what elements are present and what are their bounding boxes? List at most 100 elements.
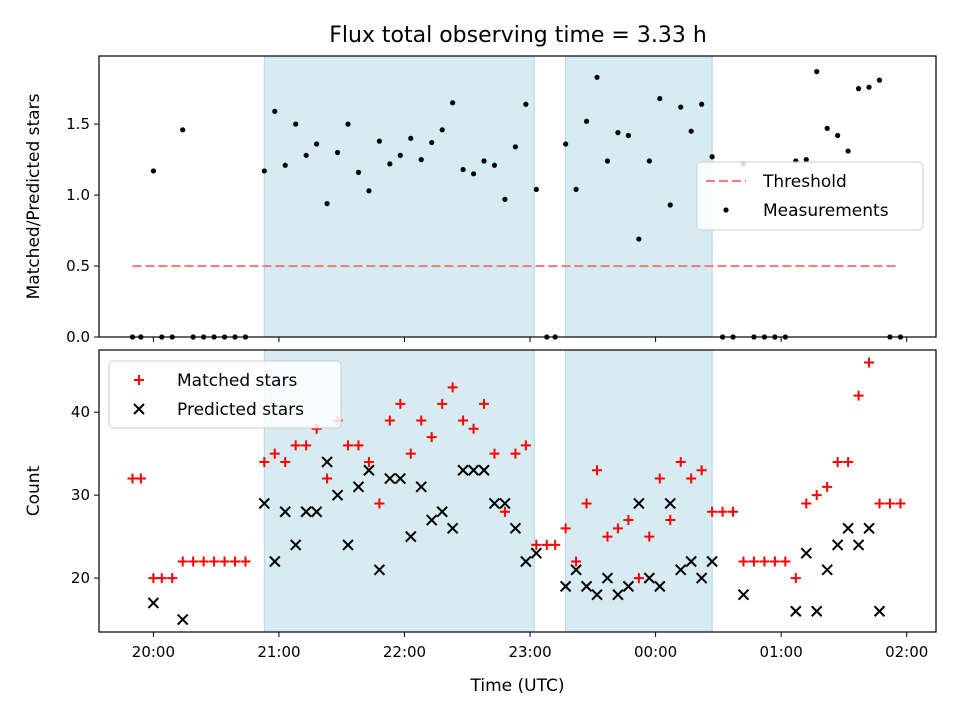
data-point — [675, 456, 686, 467]
y-tick-label: 1.5 — [66, 115, 90, 133]
data-point — [581, 498, 592, 509]
data-point — [633, 573, 644, 584]
y-tick-label: 1.0 — [66, 186, 90, 204]
data-point — [331, 489, 344, 501]
data-point — [800, 547, 812, 559]
data-point — [709, 154, 715, 160]
data-point — [873, 605, 886, 617]
data-point — [835, 132, 841, 139]
data-point — [436, 506, 448, 518]
data-point — [685, 555, 697, 568]
data-point — [405, 530, 417, 543]
data-point — [738, 556, 749, 567]
data-point — [352, 481, 365, 493]
y-tick-label: 0.0 — [66, 328, 90, 346]
data-point — [842, 522, 854, 535]
data-point — [272, 108, 278, 114]
data-point — [366, 188, 372, 194]
data-point — [373, 564, 386, 576]
data-point — [864, 357, 875, 368]
data-point — [374, 498, 385, 509]
data-point — [523, 101, 529, 107]
data-point — [769, 556, 780, 567]
data-point — [415, 481, 427, 493]
data-point — [571, 556, 582, 567]
data-point — [728, 506, 739, 517]
data-point — [300, 506, 312, 518]
data-point — [447, 382, 458, 393]
data-point — [342, 539, 354, 551]
data-point — [395, 398, 406, 409]
data-point — [148, 573, 159, 584]
data-point — [510, 448, 521, 459]
data-point — [282, 162, 288, 168]
data-point — [695, 572, 708, 584]
data-point — [363, 456, 374, 467]
data-point — [570, 564, 582, 576]
data-point — [654, 473, 665, 484]
data-point — [604, 158, 611, 164]
data-point — [780, 556, 791, 567]
data-point — [688, 128, 694, 134]
data-point — [177, 556, 188, 567]
data-point — [602, 531, 613, 542]
data-point — [397, 152, 403, 158]
data-point — [230, 556, 241, 567]
x-tick-label: 02:00 — [885, 643, 928, 661]
x-tick-label: 23:00 — [508, 643, 551, 661]
data-point — [457, 464, 469, 476]
y-axis-label: Count — [24, 465, 44, 516]
data-point — [290, 440, 301, 451]
data-point — [416, 415, 427, 426]
data-point — [437, 398, 448, 409]
data-point — [345, 121, 351, 127]
data-point — [633, 497, 645, 510]
data-point — [322, 473, 333, 484]
data-point — [580, 580, 593, 593]
legend-measurements-label: Measurements — [763, 201, 889, 221]
x-tick-label: 22:00 — [383, 643, 426, 661]
data-point — [180, 127, 186, 133]
data-point — [853, 390, 864, 401]
data-point — [559, 580, 572, 593]
x-tick-label: 20:00 — [132, 643, 175, 661]
data-point — [612, 588, 624, 601]
data-point — [550, 539, 561, 550]
data-point — [811, 490, 822, 501]
data-point — [314, 141, 320, 147]
data-point — [426, 432, 437, 443]
shaded-interval-1 — [565, 349, 713, 633]
data-point — [573, 186, 579, 193]
x-tick-label: 01:00 — [760, 643, 803, 661]
series-predicted-stars — [147, 456, 886, 626]
data-point — [458, 415, 469, 426]
data-point — [612, 523, 623, 534]
data-point — [520, 555, 532, 568]
data-point — [353, 440, 364, 451]
data-point — [583, 118, 590, 124]
series-measurements — [129, 69, 904, 340]
data-point — [343, 440, 354, 451]
data-point — [384, 472, 396, 485]
data-point — [866, 84, 872, 90]
top-panel: 0.0 0.5 1.0 1.5 Matched/Predicted stars Thres… — [24, 55, 937, 346]
data-point — [491, 162, 498, 168]
legend-bottom: Matched stars Predicted stars — [108, 360, 342, 429]
data-point — [408, 135, 414, 141]
data-point — [699, 101, 705, 107]
data-point — [219, 556, 230, 567]
x-axis-label: Time (UTC) — [470, 676, 565, 696]
data-point — [814, 69, 820, 75]
y-tick-label: 30 — [71, 486, 90, 504]
series-matched-stars — [127, 357, 906, 584]
data-point — [625, 132, 632, 139]
data-point — [863, 522, 875, 535]
x-tick-label: 00:00 — [634, 643, 677, 661]
data-point — [240, 556, 251, 567]
data-point — [852, 539, 865, 551]
data-point — [446, 522, 459, 535]
data-point — [665, 515, 676, 526]
data-point — [363, 464, 375, 476]
data-point — [387, 161, 393, 167]
